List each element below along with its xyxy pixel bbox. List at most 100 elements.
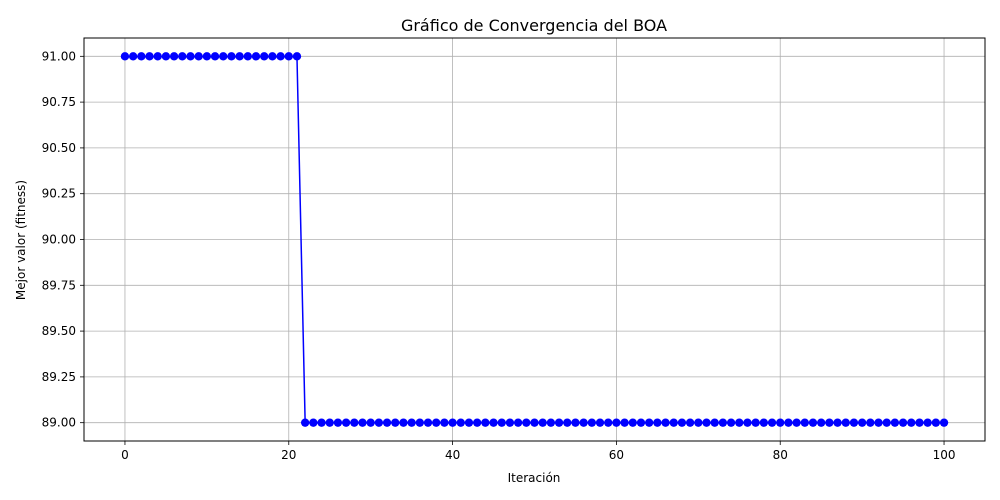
data-point	[284, 52, 293, 61]
data-point	[317, 418, 326, 427]
x-tick-label: 100	[933, 448, 956, 462]
data-point	[440, 418, 449, 427]
data-point	[653, 418, 662, 427]
x-tick-label: 80	[773, 448, 788, 462]
y-tick-label: 89.50	[42, 324, 76, 338]
data-point	[120, 52, 130, 61]
data-point	[784, 418, 793, 427]
data-point	[341, 418, 351, 427]
data-point	[210, 52, 220, 61]
x-tick-label: 0	[121, 448, 129, 462]
data-point	[251, 52, 261, 61]
data-point	[415, 418, 425, 427]
data-point	[219, 52, 228, 61]
data-point	[874, 418, 883, 427]
data-point	[857, 418, 867, 427]
data-point	[268, 52, 277, 61]
data-point	[628, 418, 637, 427]
data-point	[841, 418, 850, 427]
data-point	[751, 418, 760, 427]
data-point	[849, 418, 859, 427]
data-point	[644, 418, 654, 427]
y-tick-label: 90.00	[42, 233, 76, 247]
data-point	[563, 418, 572, 427]
data-point	[391, 418, 400, 427]
data-point	[800, 418, 809, 427]
data-point	[661, 418, 670, 427]
data-point	[522, 418, 531, 427]
x-tick-label: 20	[281, 448, 296, 462]
y-tick-label: 90.25	[42, 187, 76, 201]
data-point	[169, 52, 179, 61]
data-point	[153, 52, 162, 61]
data-point	[604, 418, 613, 427]
data-point	[907, 418, 916, 427]
data-point	[735, 418, 744, 427]
data-point	[489, 418, 498, 427]
x-tick-label: 60	[609, 448, 624, 462]
data-point	[333, 418, 343, 427]
data-point	[464, 418, 474, 427]
data-point	[898, 418, 908, 427]
data-point	[726, 418, 736, 427]
data-point	[300, 418, 310, 427]
data-point	[866, 418, 875, 427]
data-point	[472, 418, 482, 427]
data-point	[825, 418, 834, 427]
data-point	[178, 52, 187, 61]
data-point	[325, 418, 334, 427]
data-point	[882, 418, 891, 427]
data-point	[505, 418, 515, 427]
data-point	[399, 418, 408, 427]
data-point	[202, 52, 212, 61]
x-axis-label: Iteración	[508, 471, 561, 485]
axis-ticks: 0 20 40 60 80 100 89.00 89.25 89.50 89.75 90.00 90.…	[42, 49, 956, 462]
data-point	[694, 418, 703, 427]
y-tick-label: 91.00	[42, 49, 76, 63]
data-point	[792, 418, 801, 427]
data-point	[612, 418, 621, 427]
data-point	[636, 418, 646, 427]
data-point	[890, 418, 900, 427]
data-point	[292, 52, 302, 61]
data-point	[128, 52, 138, 61]
y-tick-label: 89.00	[42, 416, 76, 430]
y-axis-label: Mejor valor (fitness)	[14, 180, 28, 300]
series-layer	[120, 52, 949, 427]
data-point	[448, 418, 457, 427]
data-point	[743, 418, 752, 427]
data-point	[931, 418, 941, 427]
data-point	[685, 418, 695, 427]
data-point	[513, 418, 523, 427]
data-point	[546, 418, 556, 427]
data-point	[620, 418, 629, 427]
data-point	[366, 418, 375, 427]
data-point	[677, 418, 687, 427]
data-point	[530, 418, 539, 427]
data-point	[194, 52, 203, 61]
chart-title: Gráfico de Convergencia del BOA	[401, 16, 667, 35]
data-point	[808, 418, 818, 427]
y-tick-label: 89.75	[42, 278, 76, 292]
data-point	[571, 418, 580, 427]
data-point	[456, 418, 465, 427]
data-point	[186, 52, 195, 61]
y-tick-label: 90.75	[42, 95, 76, 109]
data-point	[276, 52, 285, 61]
data-point	[309, 418, 318, 427]
data-point	[759, 418, 769, 427]
data-point	[260, 52, 269, 61]
grid-lines	[84, 38, 985, 441]
data-point	[161, 52, 171, 61]
data-point	[816, 418, 826, 427]
data-point	[718, 418, 728, 427]
data-point	[595, 418, 605, 427]
data-point	[579, 418, 588, 427]
data-point	[923, 418, 932, 427]
y-tick-label: 90.50	[42, 141, 76, 155]
data-point	[702, 418, 711, 427]
data-point	[382, 418, 392, 427]
data-point	[710, 418, 719, 427]
data-point	[554, 418, 564, 427]
